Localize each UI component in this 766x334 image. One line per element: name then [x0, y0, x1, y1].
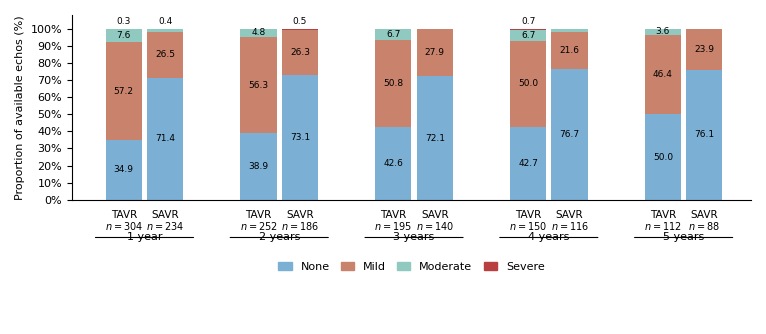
Text: SAVR: SAVR [286, 210, 314, 220]
Text: 3 years: 3 years [394, 231, 434, 241]
Text: 4 years: 4 years [528, 231, 569, 241]
Text: SAVR: SAVR [690, 210, 719, 220]
Bar [375, 127, 411, 200]
Bar [282, 29, 318, 30]
Bar [417, 29, 453, 76]
Bar [510, 41, 546, 127]
Bar [106, 29, 142, 42]
Text: $\it{n = 252}$: $\it{n = 252}$ [240, 220, 277, 232]
Text: TAVR: TAVR [515, 210, 542, 220]
Text: 42.6: 42.6 [383, 159, 403, 168]
Text: 0.4: 0.4 [158, 17, 172, 26]
Bar [417, 76, 453, 200]
Text: 72.1: 72.1 [425, 134, 445, 143]
Bar [686, 69, 722, 200]
Bar [510, 30, 546, 41]
Bar [375, 28, 411, 40]
Bar [375, 40, 411, 127]
Text: TAVR: TAVR [245, 210, 272, 220]
Text: $\it{n = 88}$: $\it{n = 88}$ [689, 220, 720, 232]
Text: $\it{n = 140}$: $\it{n = 140}$ [416, 220, 453, 232]
Text: SAVR: SAVR [421, 210, 449, 220]
Bar [510, 28, 546, 30]
Text: 1 year: 1 year [126, 231, 162, 241]
Text: $\it{n = 186}$: $\it{n = 186}$ [281, 220, 319, 232]
Bar [147, 77, 183, 200]
Y-axis label: Proportion of available echos (%): Proportion of available echos (%) [15, 15, 25, 200]
Text: 5 years: 5 years [663, 231, 704, 241]
Bar [241, 37, 277, 133]
Text: TAVR: TAVR [380, 210, 407, 220]
Text: 7.6: 7.6 [116, 31, 131, 40]
Text: 50.8: 50.8 [383, 79, 404, 88]
Bar [241, 29, 277, 37]
Text: 56.3: 56.3 [248, 80, 269, 90]
Bar [645, 29, 681, 35]
Legend: None, Mild, Moderate, Severe: None, Mild, Moderate, Severe [278, 262, 545, 272]
Bar [645, 35, 681, 114]
Bar [106, 140, 142, 200]
Text: 73.1: 73.1 [290, 133, 310, 142]
Text: TAVR: TAVR [110, 210, 137, 220]
Text: 23.9: 23.9 [694, 45, 715, 54]
Bar [106, 42, 142, 140]
Bar [552, 32, 588, 68]
Text: $\it{n = 195}$: $\it{n = 195}$ [375, 220, 412, 232]
Text: 26.3: 26.3 [290, 48, 310, 57]
Text: 4.8: 4.8 [251, 28, 266, 37]
Text: 2 years: 2 years [259, 231, 300, 241]
Bar [241, 133, 277, 200]
Text: $\it{n = 112}$: $\it{n = 112}$ [644, 220, 682, 232]
Text: 50.0: 50.0 [653, 153, 673, 162]
Bar [510, 127, 546, 200]
Text: 42.7: 42.7 [518, 159, 538, 168]
Text: 0.5: 0.5 [293, 17, 307, 26]
Text: 3.6: 3.6 [656, 27, 670, 36]
Text: 27.9: 27.9 [425, 48, 445, 57]
Text: SAVR: SAVR [556, 210, 584, 220]
Bar [645, 114, 681, 200]
Bar [147, 32, 183, 77]
Text: $\it{n = 234}$: $\it{n = 234}$ [146, 220, 185, 232]
Text: 26.5: 26.5 [155, 50, 175, 59]
Text: 38.9: 38.9 [248, 162, 269, 171]
Text: SAVR: SAVR [152, 210, 179, 220]
Text: 34.9: 34.9 [113, 165, 134, 174]
Text: TAVR: TAVR [650, 210, 676, 220]
Text: 6.7: 6.7 [521, 31, 535, 40]
Text: 71.4: 71.4 [155, 134, 175, 143]
Text: 0.3: 0.3 [116, 17, 131, 26]
Text: 6.7: 6.7 [386, 30, 401, 39]
Bar [686, 29, 722, 69]
Text: 0.7: 0.7 [521, 17, 535, 26]
Text: 46.4: 46.4 [653, 70, 673, 79]
Text: 21.6: 21.6 [559, 45, 580, 54]
Bar [282, 30, 318, 75]
Bar [552, 29, 588, 32]
Bar [147, 29, 183, 32]
Text: $\it{n = 304}$: $\it{n = 304}$ [105, 220, 142, 232]
Text: 76.1: 76.1 [694, 130, 715, 139]
Bar [552, 68, 588, 200]
Bar [282, 75, 318, 200]
Text: 76.7: 76.7 [559, 130, 580, 139]
Text: $\it{n = 116}$: $\it{n = 116}$ [551, 220, 588, 232]
Text: $\it{n = 150}$: $\it{n = 150}$ [509, 220, 547, 232]
Text: 50.0: 50.0 [518, 79, 538, 89]
Text: 57.2: 57.2 [113, 87, 134, 96]
